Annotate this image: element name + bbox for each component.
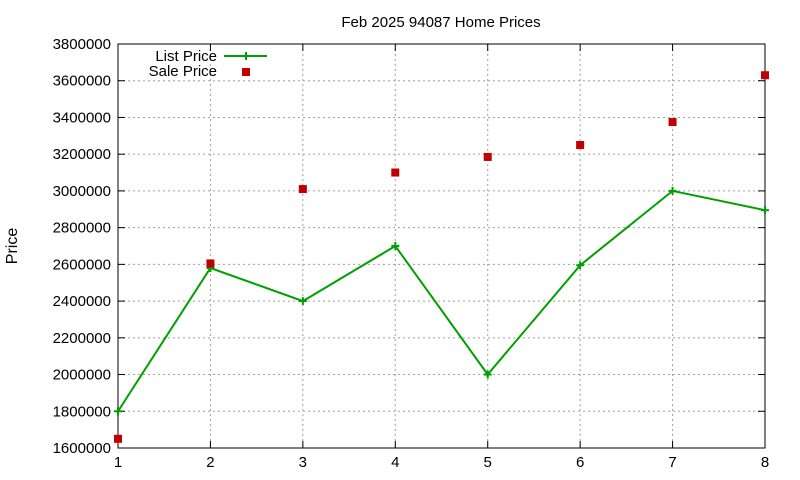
y-tick-label: 3800000	[53, 36, 111, 53]
legend-label-sale-price: Sale Price	[149, 63, 217, 80]
list-price-point	[483, 370, 492, 379]
sale-price-point	[668, 118, 677, 127]
x-tick-label: 8	[761, 454, 769, 471]
y-tick-label: 1600000	[53, 440, 111, 457]
list-price-point	[761, 206, 769, 215]
y-tick-label: 3000000	[53, 183, 111, 200]
chart-title: Feb 2025 94087 Home Prices	[341, 14, 540, 31]
x-tick-label: 7	[668, 454, 676, 471]
y-tick-label: 2600000	[53, 256, 111, 273]
legend-marker-list-price	[242, 52, 250, 60]
list-price-point	[114, 407, 122, 416]
list-price-point	[391, 242, 400, 250]
y-tick-label: 2400000	[53, 293, 111, 310]
list-price-line	[117, 189, 766, 412]
series-layer	[114, 71, 769, 443]
grid-lines	[118, 44, 765, 448]
y-tick-label: 2200000	[53, 330, 111, 347]
sale-price-point	[391, 168, 400, 177]
y-tick-label: 2800000	[53, 220, 111, 237]
y-tick-label: 2000000	[53, 367, 111, 384]
list-price-point	[668, 186, 677, 195]
y-tick-label: 3200000	[53, 146, 111, 163]
x-tick-label: 5	[484, 454, 492, 471]
list-price-point	[298, 297, 307, 306]
plot-frame	[117, 43, 766, 449]
x-tick-label: 2	[206, 454, 214, 471]
sale-price-point	[298, 185, 307, 194]
axis-ticks: 1600000 1800000 2000000 2200000 2400000 26000…	[53, 36, 770, 471]
y-tick-label: 1800000	[53, 403, 111, 420]
y-tick-label: 3600000	[53, 73, 111, 90]
sale-price-point	[114, 434, 122, 443]
legend-marker-sale-price	[242, 68, 250, 76]
x-tick-label: 3	[299, 454, 307, 471]
sale-price-point	[761, 71, 769, 80]
y-tick-label: 3400000	[53, 109, 111, 126]
x-tick-label: 4	[391, 454, 399, 471]
x-tick-label: 6	[576, 454, 584, 471]
sale-price-point	[206, 259, 215, 268]
list-price-point	[576, 261, 585, 270]
sale-price-point	[483, 152, 492, 161]
y-axis-label: Price	[4, 228, 21, 265]
sale-price-point	[576, 141, 585, 149]
x-tick-label: 1	[114, 454, 122, 471]
legend-label-list-price: List Price	[155, 48, 217, 65]
